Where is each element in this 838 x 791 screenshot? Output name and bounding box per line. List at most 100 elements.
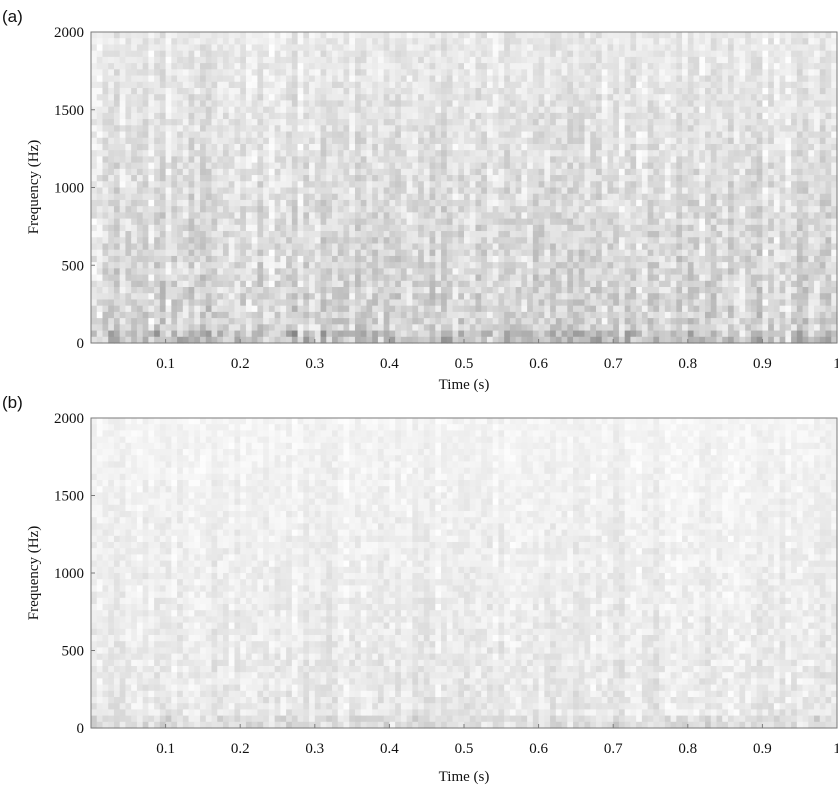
heatmap-cell [618, 249, 626, 257]
heatmap-cell [573, 181, 580, 189]
heatmap-cell [567, 231, 574, 238]
heatmap-cell [268, 150, 276, 157]
heatmap-cell [154, 38, 161, 46]
heatmap-cell [177, 224, 184, 232]
heatmap-cell [693, 193, 700, 201]
heatmap-cell [423, 44, 431, 52]
heatmap-cell [113, 175, 121, 182]
heatmap-cell [119, 249, 127, 257]
heatmap-cell [268, 268, 276, 276]
heatmap-cell [165, 255, 172, 263]
heatmap-cell [825, 150, 832, 157]
heatmap-cell [555, 131, 563, 139]
heatmap-cell [578, 87, 586, 95]
heatmap-cell [825, 50, 832, 58]
heatmap-cell [251, 150, 259, 157]
heatmap-cell [687, 206, 695, 213]
heatmap-cell [590, 243, 597, 251]
heatmap-cell [349, 249, 356, 257]
heatmap-cell [636, 56, 643, 64]
heatmap-cell [785, 199, 792, 207]
heatmap-cell [194, 137, 201, 145]
heatmap-cell [745, 218, 752, 226]
heatmap-cell [538, 162, 545, 170]
heatmap-cell [481, 218, 488, 226]
heatmap-cell [773, 94, 781, 102]
heatmap-cell [406, 249, 413, 257]
heatmap-cell [165, 212, 172, 220]
heatmap-cell [188, 206, 195, 213]
heatmap-cell [343, 156, 350, 164]
heatmap-cell [607, 199, 614, 207]
heatmap-cell [705, 181, 712, 189]
heatmap-cell [389, 262, 396, 269]
heatmap-cell [303, 231, 310, 238]
heatmap-cell [159, 243, 167, 251]
heatmap-cell [412, 69, 419, 77]
heatmap-cell [441, 255, 448, 263]
heatmap-cell [326, 224, 333, 232]
heatmap-cell [446, 193, 454, 201]
heatmap-cell [314, 243, 322, 251]
heatmap-cell [641, 112, 649, 120]
heatmap-cell [716, 87, 723, 95]
heatmap-cell [360, 175, 368, 182]
heatmap-cell [309, 218, 316, 226]
heatmap-cell [91, 119, 98, 126]
heatmap-cell [601, 231, 609, 238]
heatmap-cell [435, 224, 442, 232]
heatmap-cell [297, 137, 304, 145]
heatmap-cell [739, 81, 746, 89]
heatmap-cell [710, 231, 718, 238]
heatmap-cell [96, 181, 104, 189]
heatmap-cell [722, 106, 729, 114]
heatmap-cell [544, 237, 551, 245]
heatmap-cell [498, 212, 505, 220]
heatmap-cell [389, 125, 396, 133]
heatmap-cell [504, 119, 511, 126]
heatmap-cell [211, 131, 218, 139]
heatmap-cell [372, 187, 379, 195]
heatmap-cell [802, 206, 809, 213]
heatmap-cell [446, 255, 454, 263]
heatmap-cell [314, 212, 322, 220]
heatmap-cell [280, 237, 287, 245]
heatmap-cell [768, 106, 775, 114]
heatmap-cell [544, 249, 551, 257]
heatmap-cell [739, 94, 746, 102]
heatmap-cell [745, 143, 752, 151]
heatmap-cell [441, 156, 448, 164]
heatmap-cell [366, 44, 373, 52]
heatmap-cell [515, 56, 522, 64]
heatmap-cell [745, 181, 752, 189]
heatmap-cell [492, 156, 500, 164]
heatmap-cell [481, 137, 488, 145]
heatmap-cell [446, 181, 454, 189]
heatmap-cell [733, 199, 741, 207]
heatmap-cell [406, 63, 413, 70]
heatmap-cell [670, 63, 677, 70]
heatmap-cell [670, 156, 677, 164]
heatmap-cell [441, 162, 448, 170]
heatmap-cell [435, 106, 442, 114]
heatmap-cell [779, 94, 786, 102]
heatmap-cell [435, 131, 442, 139]
heatmap-cell [423, 262, 431, 269]
heatmap-cell [613, 87, 620, 95]
heatmap-cell [509, 175, 517, 182]
heatmap-cell [389, 87, 396, 95]
heatmap-cell [682, 243, 689, 251]
heatmap-cell [205, 175, 213, 182]
heatmap-cell [498, 50, 505, 58]
heatmap-cell [722, 94, 729, 102]
heatmap-cell [91, 249, 98, 257]
heatmap-cell [779, 87, 786, 95]
heatmap-cell [326, 38, 333, 46]
heatmap-cell [676, 94, 683, 102]
heatmap-cell [573, 162, 580, 170]
heatmap-cell [274, 193, 281, 201]
heatmap-cell [354, 94, 362, 102]
heatmap-cell [96, 255, 104, 263]
heatmap-cell [377, 237, 385, 245]
heatmap-cell [687, 175, 695, 182]
